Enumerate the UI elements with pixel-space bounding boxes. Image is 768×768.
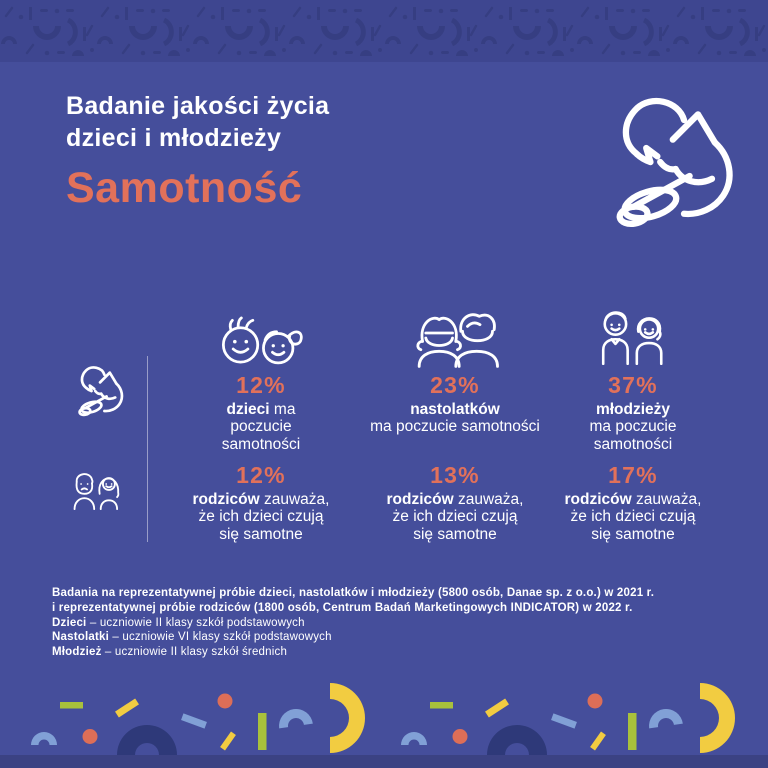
icon-box	[355, 310, 555, 368]
stat-column-teenagers: 23% nastolatków ma poczucie samotności 1…	[355, 310, 555, 552]
stat-text: że ich dzieci czują	[392, 508, 518, 526]
stat-column-youth: 37% młodzieży ma poczucie samotności 17%…	[533, 310, 733, 552]
page-title: Samotność	[66, 164, 303, 212]
footnote-source-line-1: Badania na reprezentatywnej próbie dziec…	[52, 587, 655, 599]
top-pattern-band	[0, 0, 768, 62]
footnote-block: Badania na reprezentatywnej próbie dziec…	[52, 586, 654, 660]
stat-children: 12% dzieci ma poczucie samotności	[161, 372, 361, 462]
title-block: Badanie jakości życia dzieci i młodzieży…	[66, 90, 329, 211]
stat-text: się samotne	[219, 525, 303, 543]
icon-box	[533, 310, 733, 368]
stat-text: poczucie	[230, 418, 292, 436]
young-man-and-woman-icon	[601, 311, 663, 366]
stat-percentage: 17%	[608, 462, 658, 488]
title-line-2: dzieci i młodzieży	[66, 124, 282, 152]
two-children-faces-icon	[221, 316, 303, 365]
stat-text: że ich dzieci czują	[570, 508, 696, 526]
stat-text: dzieci ma	[226, 401, 296, 418]
stat-parents-of-children: 12% rodziców zauważa, że ich dzieci czuj…	[161, 462, 361, 552]
vertical-divider	[147, 356, 148, 542]
stat-percentage: 23%	[430, 372, 480, 398]
stat-youth: 37% młodzieży ma poczucie samotności	[533, 372, 733, 462]
stat-column-children: 12% dzieci ma poczucie samotności 12% ro…	[161, 310, 361, 552]
stat-text: rodziców zauważa,	[192, 491, 330, 508]
stat-percentage: 12%	[236, 372, 286, 398]
stat-text: nastolatków	[410, 401, 500, 418]
stat-text: ma poczucie	[589, 418, 677, 436]
stat-percentage: 13%	[430, 462, 480, 488]
stat-text: młodzieży	[595, 401, 671, 418]
footnote-definition: Młodzież – uczniowie II klasy szkół śred…	[52, 646, 288, 659]
footnote-source-line-2: i reprezentatywnej próbie rodziców (1800…	[52, 601, 633, 614]
stat-text: rodziców zauważa,	[564, 491, 702, 508]
stat-text: się samotne	[413, 525, 497, 543]
two-teenagers-icon	[416, 313, 499, 368]
title-line-1: Badanie jakości życia	[66, 92, 330, 120]
stat-parents-of-teenagers: 13% rodziców zauważa, że ich dzieci czuj…	[355, 462, 555, 552]
worried-parents-icon	[73, 473, 120, 511]
bottom-confetti-band	[31, 683, 735, 755]
sad-child-hugging-knees-icon	[78, 366, 124, 417]
stat-text: samotności	[221, 435, 301, 453]
footnote-definition: Dzieci – uczniowie II klasy szkół podsta…	[52, 616, 305, 629]
stat-percentage: 12%	[236, 462, 286, 488]
stat-text: ma poczucie samotności	[370, 418, 540, 436]
sad-child-hugging-knees-icon	[616, 97, 733, 227]
icon-box	[161, 310, 361, 368]
stat-percentage: 37%	[608, 372, 658, 398]
stat-text: rodziców zauważa,	[386, 491, 524, 508]
footnote-definition: Nastolatki – uczniowie VI klasy szkół po…	[52, 631, 332, 644]
stat-text: że ich dzieci czują	[198, 508, 324, 526]
stat-text: samotności	[593, 435, 673, 453]
stat-text: się samotne	[591, 525, 675, 543]
bottom-dark-strip	[0, 755, 768, 768]
stat-teenagers: 23% nastolatków ma poczucie samotności	[355, 372, 555, 462]
stat-parents-of-youth: 17% rodziców zauważa, że ich dzieci czuj…	[533, 462, 733, 552]
